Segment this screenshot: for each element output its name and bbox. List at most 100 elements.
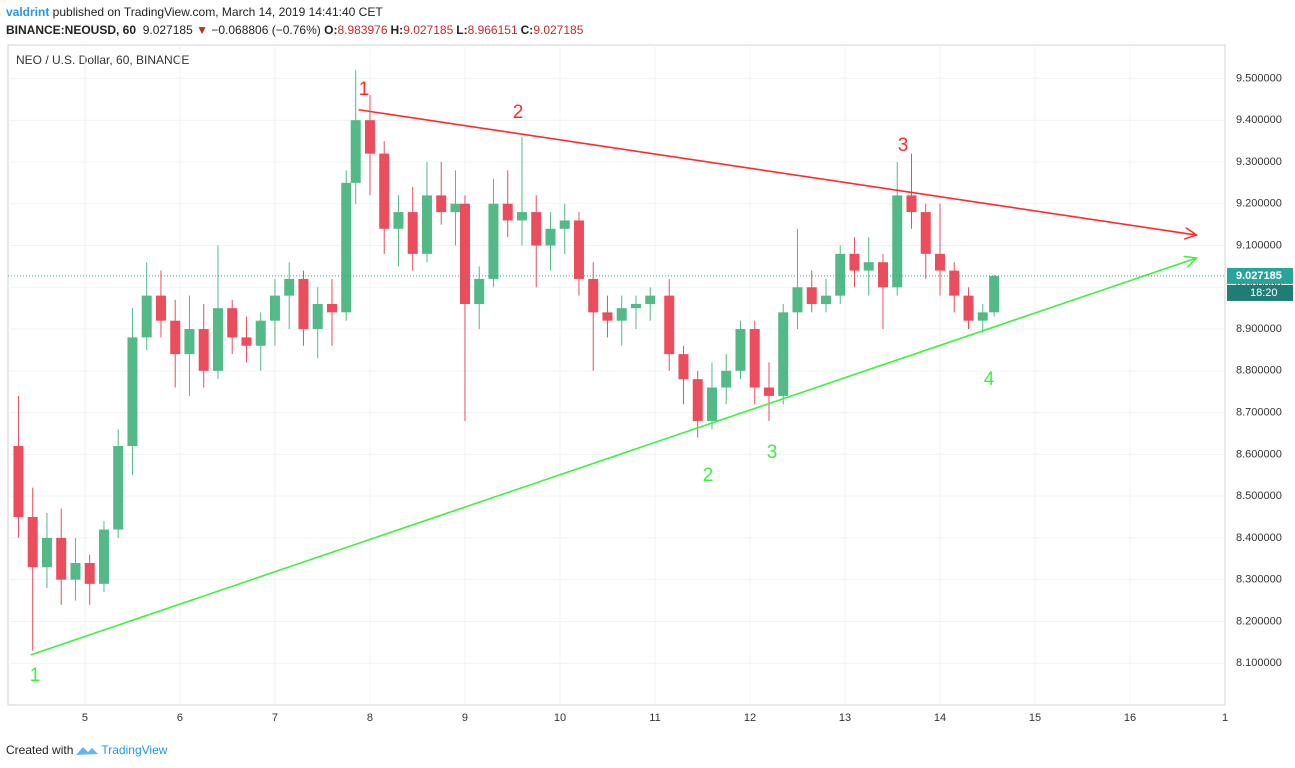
candle-body: [488, 203, 499, 279]
ohlc-key: O:: [324, 23, 338, 37]
change: −0.068806 (−0.76%): [211, 23, 321, 37]
candle-body: [806, 287, 817, 304]
x-tick-label: 5: [82, 712, 88, 724]
candle-body: [616, 308, 627, 321]
candle-body: [602, 312, 613, 321]
annotation: 3: [898, 135, 909, 156]
annotation: 1: [30, 665, 41, 686]
ohlc-key: H:: [390, 23, 404, 37]
x-tick-label: 6: [177, 712, 183, 724]
ohlc-value: 9.027185: [533, 23, 584, 37]
candle-body: [559, 220, 570, 229]
candle-body: [421, 195, 432, 254]
candle-body: [127, 337, 138, 447]
candle-body: [630, 303, 641, 309]
annotation: 2: [703, 465, 714, 486]
candle-body: [920, 212, 931, 254]
candle-body: [778, 312, 789, 396]
candle-body: [516, 212, 527, 221]
x-tick-label: 16: [1124, 712, 1136, 724]
y-tick-label: 8.400000: [1236, 532, 1282, 544]
candle-body: [312, 303, 323, 330]
x-tick-label: 14: [934, 712, 946, 724]
candle-body: [849, 253, 860, 271]
x-tick-label: 15: [1029, 712, 1041, 724]
annotation: 4: [984, 369, 995, 390]
candle-body: [393, 212, 404, 229]
candle-body: [721, 370, 732, 388]
brand[interactable]: TradingView: [101, 743, 168, 757]
y-tick-label: 9.500000: [1236, 72, 1282, 84]
chart-title: NEO / U.S. Dollar, 60, BINANCE: [16, 53, 189, 67]
candle-body: [284, 278, 295, 296]
candle-body: [379, 153, 390, 229]
candle-body: [41, 537, 52, 568]
candle-body: [949, 270, 960, 296]
candle-body: [474, 278, 485, 304]
candle-body: [227, 308, 238, 338]
y-tick-label: 8.800000: [1236, 365, 1282, 377]
candle-body: [645, 295, 656, 304]
candle-body: [706, 387, 717, 421]
candle-body: [141, 295, 152, 338]
candle-body: [692, 379, 703, 421]
candle-body: [450, 203, 461, 213]
y-tick-label: 8.500000: [1236, 490, 1282, 502]
header-line: valdrint published on TradingView.com, M…: [6, 5, 383, 19]
candle-body: [155, 295, 166, 321]
y-tick-label: 8.900000: [1236, 323, 1282, 335]
candle-body: [269, 295, 280, 321]
candle-body: [198, 329, 209, 371]
ohlc: O:8.983976 H:9.027185 L:8.966151 C:9.027185: [324, 23, 586, 37]
x-tick-label: 9: [462, 712, 468, 724]
candle-body: [906, 195, 917, 213]
candle-body: [407, 212, 418, 254]
x-tick-label: 7: [272, 712, 278, 724]
candle-body: [502, 203, 513, 221]
y-tick-label: 8.300000: [1236, 574, 1282, 586]
ohlc-key: L:: [456, 23, 468, 37]
last: 9.027185: [142, 23, 193, 37]
candle-body: [27, 517, 38, 568]
y-tick-label: 9.400000: [1236, 114, 1282, 126]
y-tick-label: 8.700000: [1236, 407, 1282, 419]
footer: Created with TradingView: [6, 743, 167, 757]
candle-body: [749, 329, 760, 388]
x-tick-label: 10: [554, 712, 566, 724]
y-tick-label: 9.100000: [1236, 239, 1282, 251]
x-tick-label: 11: [649, 712, 660, 724]
x-tick-label: 8: [367, 712, 373, 724]
logo: [76, 747, 99, 755]
candle-body: [989, 275, 1000, 313]
candle-body: [678, 354, 689, 380]
ohlc-value: 8.983976: [337, 23, 388, 37]
author[interactable]: valdrint: [6, 5, 50, 19]
candle-body: [877, 262, 888, 288]
candle-body: [459, 203, 470, 304]
candle-body: [13, 446, 24, 518]
candle-body: [212, 308, 223, 371]
annotation: 1: [359, 79, 370, 100]
candle-body: [863, 262, 874, 271]
symbol-line: BINANCE:NEOUSD, 60 9.027185 ▼ −0.068806 …: [6, 23, 586, 37]
candle-body: [588, 278, 599, 313]
published: published on TradingView.com, March 14, …: [49, 5, 383, 19]
countdown-box: [1227, 284, 1293, 301]
last-price-box: [1227, 267, 1293, 284]
candle-body: [763, 387, 774, 396]
candle-body: [664, 295, 675, 355]
candle-body: [184, 329, 195, 355]
y-tick-label: 8.600000: [1236, 448, 1282, 460]
y-tick-label: 8.100000: [1236, 657, 1282, 669]
symbol: BINANCE:NEOUSD, 60: [6, 23, 137, 37]
candle-body: [835, 253, 846, 296]
y-tick-label: 8.200000: [1236, 615, 1282, 627]
candle-body: [70, 562, 81, 580]
x-tick-label: 13: [839, 712, 851, 724]
trendline: [30, 258, 1197, 656]
x-tick-label: 12: [744, 712, 756, 724]
candle-body: [341, 182, 352, 313]
candle-body: [364, 120, 375, 154]
